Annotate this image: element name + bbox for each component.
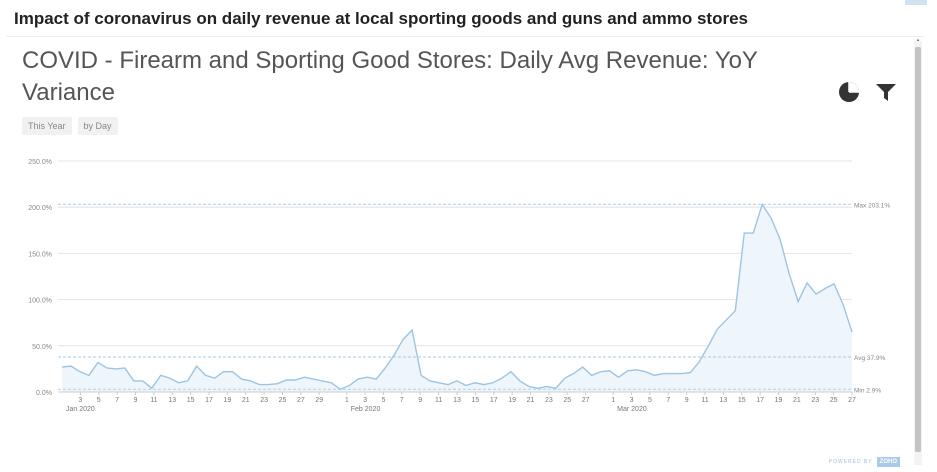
x-tick-label: 11	[150, 397, 157, 404]
x-tick-label: 17	[756, 397, 764, 404]
x-tick-label: 13	[453, 397, 461, 404]
x-tick-label: 5	[97, 397, 101, 404]
x-tick-label: 21	[793, 397, 801, 404]
x-tick-label: 3	[78, 397, 82, 404]
powered-by-text: POWERED BY	[828, 459, 873, 465]
x-tick-label: 13	[719, 397, 727, 404]
x-tick-label: 15	[738, 397, 746, 404]
x-tick-label: 19	[775, 397, 783, 404]
reference-label: Avg 37.9%	[854, 355, 886, 362]
corner-accent	[905, 0, 927, 5]
pie-chart-icon[interactable]	[838, 81, 860, 103]
zoho-logo: ZOHO	[876, 457, 900, 467]
chip-this-year[interactable]: This Year	[22, 117, 72, 135]
chart-title: COVID - Firearm and Sporting Good Stores…	[22, 47, 758, 106]
x-tick-label: 25	[830, 397, 838, 404]
x-tick-label: 25	[563, 397, 571, 404]
x-tick-label: 13	[168, 397, 176, 404]
month-label: Jan 2020	[66, 406, 95, 413]
x-tick-label: 7	[115, 397, 119, 404]
chart-widget: COVID - Firearm and Sporting Good Stores…	[6, 36, 924, 471]
y-tick-label: 0.0%	[36, 390, 52, 397]
y-tick-label: 200.0%	[28, 205, 52, 212]
x-tick-label: 19	[223, 397, 231, 404]
x-tick-label: 19	[508, 397, 516, 404]
x-tick-label: 27	[848, 397, 856, 404]
x-tick-label: 7	[400, 397, 404, 404]
x-tick-label: 11	[701, 397, 708, 404]
x-tick-label: 21	[527, 397, 535, 404]
month-label: Mar 2020	[617, 406, 647, 413]
x-tick-label: 5	[382, 397, 386, 404]
reference-label: Min 2.9%	[854, 387, 881, 394]
area-chart: 0.0% 50.0% 100.0% 150.0% 200.0% 250.0% Max 203…	[28, 159, 890, 413]
x-tick-label: 29	[315, 397, 323, 404]
x-tick-label: 5	[648, 397, 652, 404]
y-tick-label: 100.0%	[28, 298, 52, 305]
x-tick-label: 27	[297, 397, 305, 404]
x-tick-label: 23	[811, 397, 819, 404]
x-tick-label: 9	[134, 397, 138, 404]
series-line	[61, 202, 853, 391]
month-label: Feb 2020	[351, 406, 381, 413]
x-tick-label: 1	[611, 397, 615, 404]
x-tick-label: 27	[582, 397, 590, 404]
y-tick-label: 50.0%	[32, 344, 52, 351]
x-tick-label: 23	[260, 397, 268, 404]
powered-by: POWERED BY ZOHO	[829, 457, 900, 467]
x-tick-label: 17	[205, 397, 213, 404]
x-tick-label: 15	[471, 397, 479, 404]
x-tick-label: 9	[685, 397, 689, 404]
scrollbar-thumb[interactable]	[915, 47, 921, 452]
x-tick-label: 25	[279, 397, 287, 404]
filter-icon[interactable]	[876, 84, 896, 102]
x-tick-label: 3	[630, 397, 634, 404]
y-tick-label: 150.0%	[28, 251, 52, 258]
x-tick-label: 7	[666, 397, 670, 404]
filter-chips: This Year by Day	[22, 117, 118, 135]
page-title: Impact of coronavirus on daily revenue a…	[14, 9, 748, 28]
area-fill	[62, 204, 852, 392]
x-tick-label: 11	[435, 397, 442, 404]
reference-label: Max 203.1%	[854, 202, 890, 209]
chip-by-day[interactable]: by Day	[77, 117, 118, 135]
x-tick-label: 1	[345, 397, 349, 404]
x-tick-label: 9	[418, 397, 422, 404]
y-tick-label: 250.0%	[28, 159, 52, 166]
x-tick-label: 23	[545, 397, 553, 404]
x-tick-label: 17	[490, 397, 498, 404]
x-tick-label: 15	[187, 397, 195, 404]
x-tick-label: 21	[242, 397, 250, 404]
x-tick-label: 3	[363, 397, 367, 404]
